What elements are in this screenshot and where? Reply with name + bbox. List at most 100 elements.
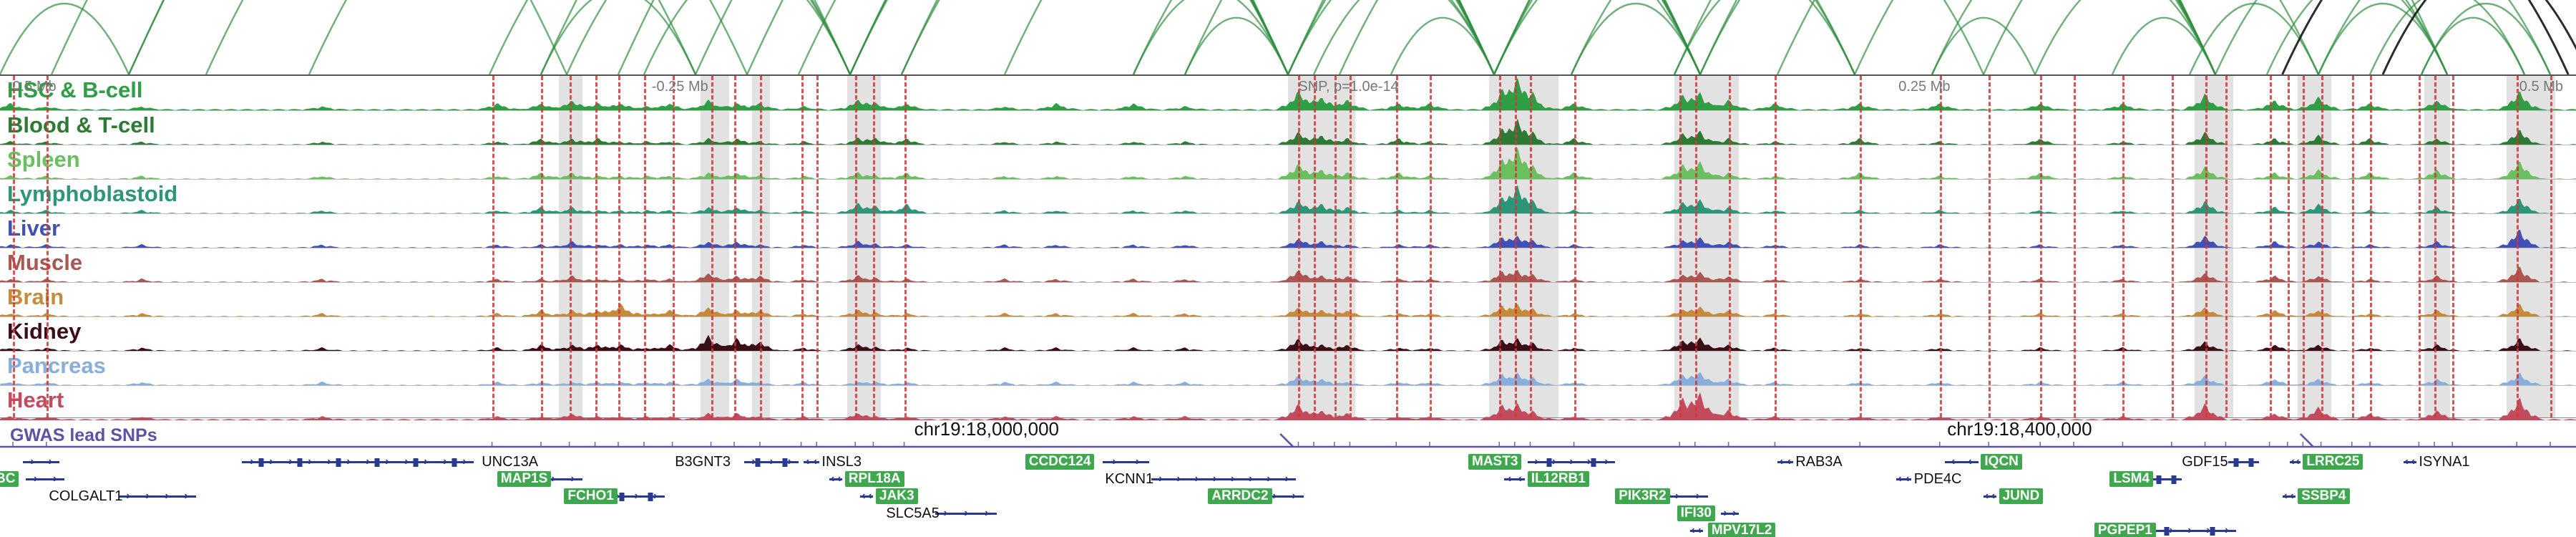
- gene-label[interactable]: JUND: [1999, 488, 2044, 504]
- gene-label[interactable]: INSL3: [821, 454, 862, 470]
- gene-direction-arrow-icon: ‹: [805, 455, 810, 468]
- interaction-arc: [540, 0, 1289, 74]
- track-row: Spleen: [0, 145, 2576, 180]
- interaction-arc: [1338, 0, 1702, 74]
- signal-svg: [0, 303, 2576, 317]
- snp-red-line: [801, 76, 804, 417]
- gene-label[interactable]: SLC5A5: [886, 505, 940, 521]
- gene-body: ‹ ‹: [2290, 455, 2301, 468]
- track-label[interactable]: Heart: [7, 387, 64, 412]
- snp-red-line: [2269, 76, 2272, 417]
- gene-direction-arrow-icon: ‹: [2290, 455, 2295, 468]
- gene-direction-arrow-icon: ›: [2169, 524, 2173, 536]
- track-label[interactable]: Lymphoblastoid: [7, 181, 178, 206]
- snp-red-line: [1775, 76, 1777, 417]
- gene-direction-arrow-icon: ‹: [1507, 473, 1512, 485]
- gene-label[interactable]: RPL18A: [844, 471, 904, 487]
- gene-direction-arrow-icon: ›: [2225, 524, 2229, 536]
- track-label[interactable]: Brain: [7, 284, 64, 309]
- gene-label[interactable]: PIK3R2: [1615, 488, 1670, 504]
- gene-direction-arrow-icon: ‹: [1779, 455, 1784, 468]
- gene-body: ‹ ‹: [860, 490, 874, 502]
- gene-label[interactable]: ISYNA1: [2419, 454, 2470, 470]
- gene-direction-arrow-icon: ›: [985, 507, 989, 519]
- gene-direction-arrow-icon: ‹: [1906, 473, 1910, 485]
- gene-direction-arrow-icon: ‹: [1518, 473, 1522, 485]
- snp-red-line: [1396, 76, 1399, 417]
- gene-label[interactable]: MAST3: [1468, 454, 1522, 470]
- interaction-arc: [1699, 0, 2217, 74]
- snp-red-line: [1679, 76, 1682, 417]
- snp-red-line: [2040, 76, 2043, 417]
- track-row: Muscle: [0, 248, 2576, 283]
- gene-direction-arrow-icon: ›: [1732, 507, 1737, 519]
- interaction-arcs-svg: [0, 0, 2576, 74]
- interaction-arc: [643, 0, 852, 74]
- gene-body: ‹ ‹: [804, 455, 819, 468]
- gene-direction-arrow-icon: ›: [126, 490, 130, 502]
- gene-label[interactable]: UNC13A: [482, 454, 539, 470]
- gene-direction-arrow-icon: ›: [653, 490, 658, 502]
- gene-direction-arrow-icon: ›: [1551, 455, 1556, 468]
- track-row: Blood & T-cell: [0, 110, 2576, 145]
- gene-direction-arrow-icon: ›: [1586, 455, 1591, 468]
- gene-direction-arrow-icon: ›: [1272, 490, 1277, 502]
- track-label[interactable]: Muscle: [7, 250, 83, 275]
- snp-red-line: [618, 76, 620, 417]
- gene-label[interactable]: IQCN: [1981, 454, 2022, 470]
- gene-label[interactable]: LSM4: [2109, 471, 2154, 487]
- interaction-arc: [205, 0, 697, 74]
- gene-label[interactable]: LRRC25: [2303, 454, 2363, 470]
- position-label: 0.5 Mb: [2519, 79, 2563, 95]
- gene-body: ‹ ‹: [1689, 524, 1703, 536]
- gene-direction-arrow-icon: ‹: [2283, 490, 2288, 502]
- gene-direction-arrow-icon: ›: [366, 455, 370, 468]
- gene-label[interactable]: JAK3: [876, 488, 918, 504]
- gene-label[interactable]: PDE4C: [1913, 471, 1962, 487]
- interaction-arc: [2034, 0, 2217, 74]
- gene-label[interactable]: IL12RB1: [1527, 471, 1589, 487]
- snp-red-line: [2419, 76, 2421, 417]
- gene-label[interactable]: FCHO1: [564, 488, 618, 504]
- genes-layer: ››1››››››››››››UNC13A›››B3GNT3‹‹INSL3››C…: [0, 451, 2576, 537]
- snp-red-line: [760, 76, 762, 417]
- gene-label[interactable]: SSBP4: [2298, 488, 2350, 504]
- track-label[interactable]: Kidney: [7, 319, 82, 344]
- interaction-arc: [2420, 3, 2552, 74]
- interaction-arc: [1853, 0, 2217, 74]
- gene-label[interactable]: RAB3A: [1795, 454, 1843, 470]
- gene-direction-arrow-icon: ›: [1176, 473, 1181, 485]
- gene-label[interactable]: B3GNT3: [675, 454, 731, 470]
- gene-direction-arrow-icon: ›: [165, 490, 169, 502]
- interaction-arc: [1493, 0, 2449, 74]
- track-label[interactable]: Blood & T-cell: [7, 112, 155, 137]
- gene-direction-arrow-icon: ›: [184, 490, 188, 502]
- interaction-arc: [127, 0, 1289, 74]
- signal-tracks-panel: HSC & B-cell Blood & T-cell Spleen Lymphobl…: [0, 74, 2576, 420]
- gene-direction-arrow-icon: ›: [250, 455, 254, 468]
- gene-label[interactable]: IFI30: [1677, 505, 1715, 521]
- track-label[interactable]: HSC & B-cell: [7, 77, 143, 102]
- gene-label[interactable]: KCNN1: [1105, 471, 1154, 487]
- gene-label[interactable]: GDF15: [2182, 454, 2228, 470]
- gene-label[interactable]: COLGALT1: [49, 488, 123, 504]
- gene-direction-arrow-icon: ‹: [831, 473, 835, 485]
- gene-direction-arrow-icon: ›: [1194, 473, 1199, 485]
- gene-label[interactable]: 2BC: [0, 471, 19, 487]
- gene-direction-arrow-icon: ›: [269, 455, 273, 468]
- gene-direction-arrow-icon: ›: [1284, 473, 1289, 485]
- gene-label[interactable]: ARRDC2: [1208, 488, 1272, 504]
- gene-label[interactable]: PGPEP1: [2094, 523, 2156, 537]
- position-label: -0.25 Mb: [651, 79, 708, 95]
- gene-exon-block: [1591, 458, 1596, 467]
- gene-label[interactable]: MPV17L2: [1707, 523, 1776, 537]
- coord-label-right: chr19:18,400,000: [1947, 418, 2092, 440]
- track-label[interactable]: Pancreas: [7, 353, 106, 378]
- track-label[interactable]: Spleen: [7, 147, 80, 172]
- gene-label[interactable]: MAP1S: [497, 471, 552, 487]
- track-label[interactable]: Liver: [7, 216, 61, 241]
- gene-label[interactable]: CCDC124: [1025, 454, 1095, 470]
- gene-exon-block: [782, 458, 788, 467]
- gene-exon-block: [2164, 527, 2170, 536]
